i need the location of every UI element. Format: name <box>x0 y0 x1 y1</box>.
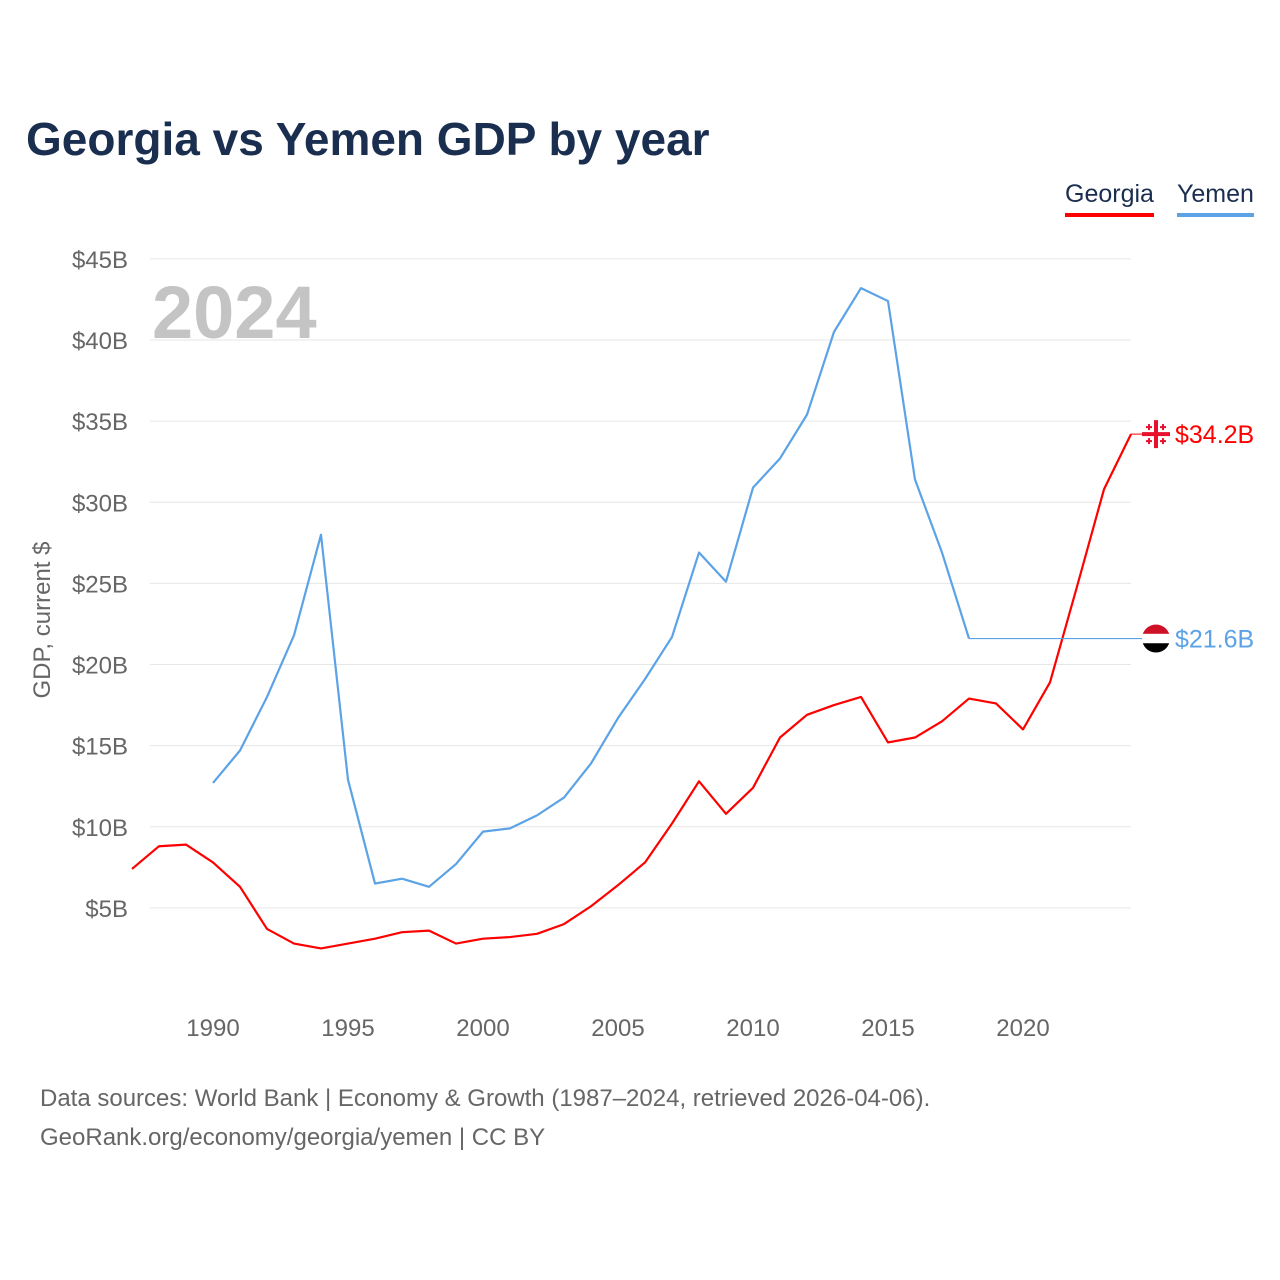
y-tick-label: $10B <box>72 815 128 842</box>
x-tick-label: 2015 <box>861 1015 914 1042</box>
legend-georgia[interactable]: Georgia <box>1065 180 1154 217</box>
georgia-flag-small-cross <box>1148 424 1150 431</box>
y-axis-label: GDP, current $ <box>29 542 56 699</box>
legend-yemen[interactable]: Yemen <box>1177 180 1254 217</box>
y-tick-label: $40B <box>72 328 128 355</box>
year-watermark: 2024 <box>152 271 317 354</box>
y-tick-label: $35B <box>72 409 128 436</box>
georgia-flag-small-cross <box>1162 438 1164 445</box>
series-line-georgia <box>131 433 1132 950</box>
source-line-2[interactable]: GeoRank.org/economy/georgia/yemen | CC B… <box>40 1124 546 1151</box>
y-tick-label: $20B <box>72 653 128 680</box>
georgia-flag-small-cross <box>1148 438 1150 445</box>
series-line-yemen <box>212 286 971 888</box>
x-tick-label: 1990 <box>186 1015 239 1042</box>
x-tick-label: 2020 <box>996 1015 1049 1042</box>
y-tick-label: $15B <box>72 734 128 761</box>
yemen-flag-stripe <box>1142 624 1170 634</box>
end-value-label: $34.2B <box>1175 421 1254 449</box>
yemen-flag-icon <box>1142 624 1170 653</box>
x-tick-label: 2000 <box>456 1015 509 1042</box>
x-tick-label: 2005 <box>591 1015 644 1042</box>
yemen-flag-stripe <box>1142 633 1170 644</box>
y-tick-label: $45B <box>72 247 128 274</box>
source-line-1: Data sources: World Bank | Economy & Gro… <box>40 1085 931 1112</box>
x-tick-label: 2010 <box>726 1015 779 1042</box>
y-tick-label: $5B <box>85 896 128 923</box>
y-tick-label: $30B <box>72 490 128 517</box>
x-tick-label: 1995 <box>321 1015 374 1042</box>
georgia-flag-cross-v <box>1154 420 1158 449</box>
y-tick-label: $25B <box>72 571 128 598</box>
end-value-label: $21.6B <box>1175 626 1254 654</box>
chart-title: Georgia vs Yemen GDP by year <box>26 113 710 165</box>
georgia-flag-small-cross <box>1162 424 1164 431</box>
yemen-flag-stripe <box>1142 643 1170 653</box>
